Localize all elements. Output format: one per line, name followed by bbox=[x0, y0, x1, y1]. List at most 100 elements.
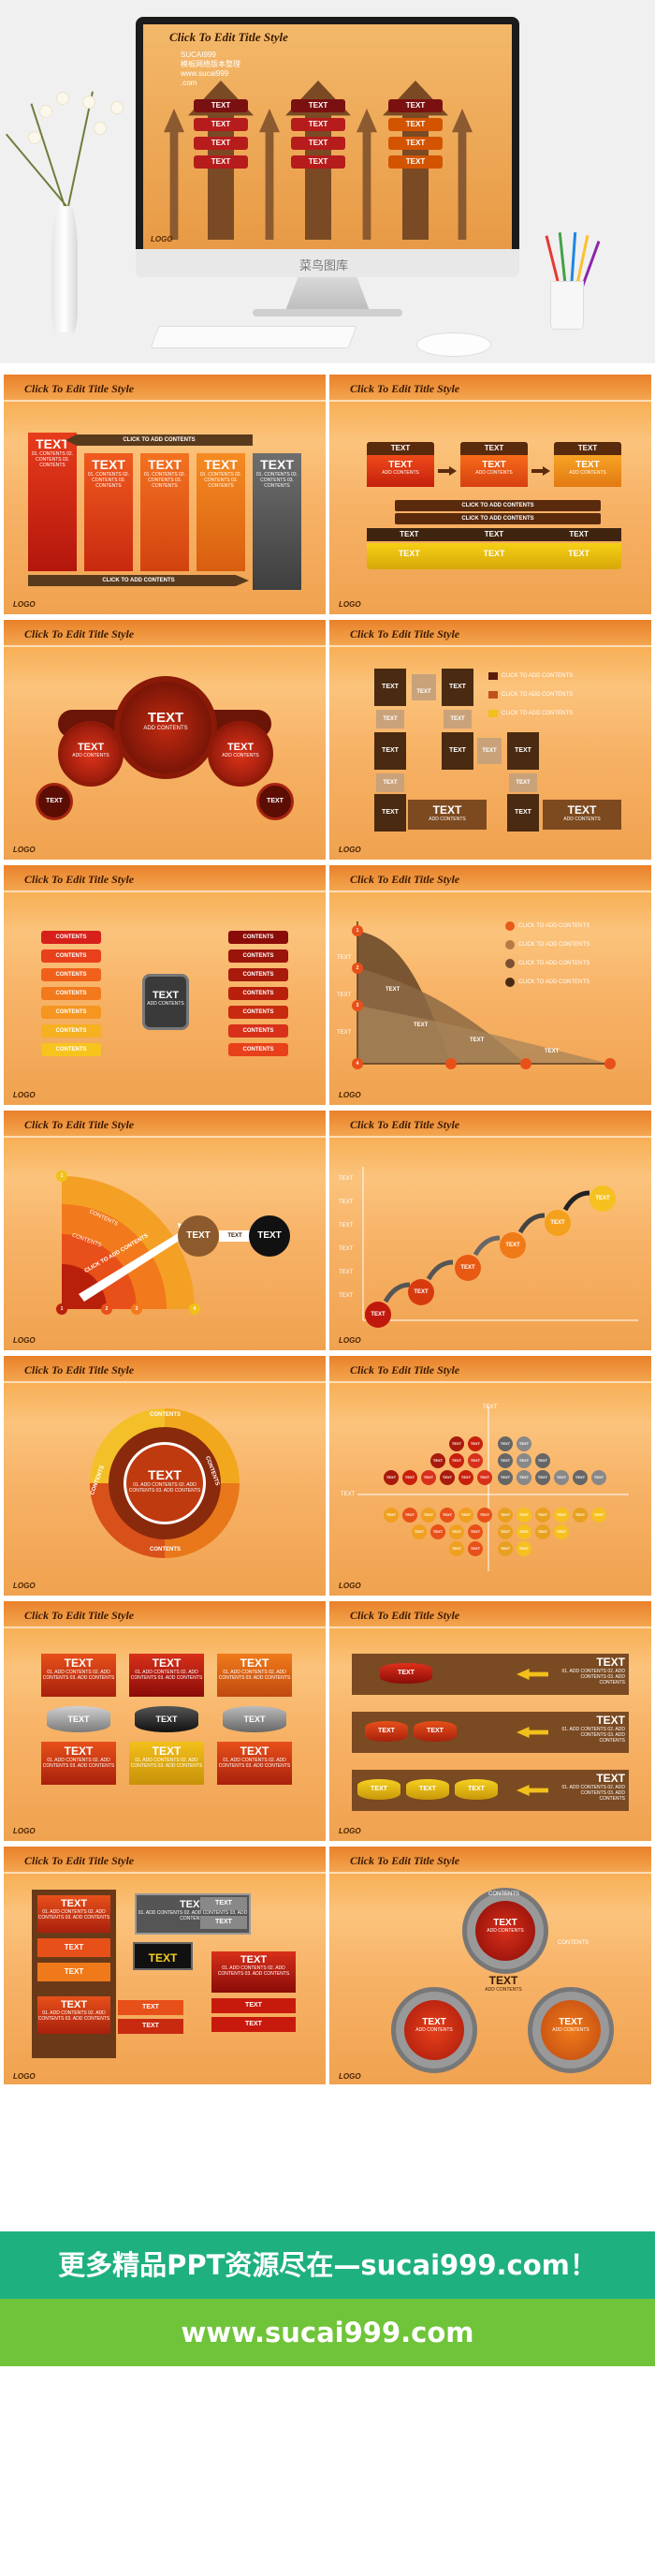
matrix-dot: TEXT bbox=[430, 1453, 445, 1468]
slide-thumbnail[interactable]: Click To Edit Title Style TEXT 01. ADD CO… bbox=[4, 1356, 326, 1596]
step-box: TEXT bbox=[374, 732, 406, 770]
matrix-dot: TEXT bbox=[498, 1470, 513, 1485]
step-box: TEXT bbox=[507, 794, 539, 832]
circle-sub: ADD CONTENTS bbox=[143, 726, 188, 731]
small-circle: TEXT bbox=[36, 783, 73, 820]
circle-caption: CONTENTS bbox=[488, 1892, 519, 1897]
keyboard bbox=[150, 326, 357, 348]
flower bbox=[56, 92, 69, 105]
slide-title: Click To Edit Title Style bbox=[350, 382, 460, 395]
flower-stem bbox=[30, 103, 66, 207]
area-label: TEXT bbox=[470, 1038, 485, 1043]
box-sub: 01. ADD CONTENTS 02. ADD CONTENTS 03. AD… bbox=[42, 1670, 115, 1681]
step-arrow: TEXT bbox=[376, 710, 404, 729]
cyl-top-box: TEXT 01. ADD CONTENTS 02. ADD CONTENTS 03… bbox=[41, 1654, 116, 1697]
slide-logo: LOGO bbox=[13, 846, 36, 854]
slide-thumbnail[interactable]: Click To Edit Title Style TEXT ADD CONTEN… bbox=[4, 620, 326, 860]
slide-thumbnail[interactable]: Click To Edit Title Style TEXT ADD CONTEN… bbox=[329, 1847, 651, 2086]
legend-label: CLICK TO ADD CONTENTS bbox=[502, 692, 574, 698]
slide-thumbnail[interactable]: Click To Edit Title Style TEXT 01. CONTEN… bbox=[4, 375, 326, 614]
pencil-cup bbox=[550, 281, 584, 330]
shelf-sub: 01. ADD CONTENTS 02. ADD CONTENTS 03. AD… bbox=[561, 1727, 625, 1744]
slide-thumbnail[interactable]: Click To Edit Title Style TEXT TEXT TEXT… bbox=[329, 375, 651, 614]
monitor-stand bbox=[285, 277, 370, 311]
fan-node: 2 bbox=[101, 1303, 112, 1315]
logo-text: LOGO bbox=[13, 1827, 36, 1835]
cylinder: TEXT bbox=[223, 1706, 286, 1732]
promo-banner[interactable]: 更多精品PPT资源尽在—sucai999.com！ bbox=[0, 2231, 655, 2299]
axis-node: 1 bbox=[352, 925, 363, 936]
slide-logo: LOGO bbox=[339, 1336, 361, 1345]
center-text-block: TEXT ADD CONTENTS bbox=[142, 974, 189, 1030]
flow-header: TEXT bbox=[460, 442, 528, 455]
growth-node: TEXT bbox=[545, 1210, 571, 1236]
box-sub: 01. ADD CONTENTS 02. ADD CONTENTS 03. AD… bbox=[218, 1758, 291, 1769]
slide-thumbnail[interactable]: Click To Edit Title Style TEXT 01. ADD CO… bbox=[4, 1601, 326, 1841]
matrix-dot: TEXT bbox=[468, 1541, 483, 1556]
shelf-cylinder: TEXT bbox=[406, 1779, 449, 1800]
axis-node: 3 bbox=[352, 1000, 363, 1011]
matrix-dot: TEXT bbox=[402, 1470, 417, 1485]
area-shape bbox=[357, 1006, 610, 1064]
slide-thumbnail[interactable]: Click To Edit Title Style 1 2 3 4 TEXT T… bbox=[329, 865, 651, 1105]
flow-sub: ADD CONTENTS bbox=[382, 470, 419, 476]
grid-sub: 01. ADD CONTENTS 02. ADD CONTENTS 03. AD… bbox=[37, 2010, 110, 2022]
grid-label: TEXT bbox=[60, 1898, 88, 1909]
area-diagram bbox=[357, 921, 615, 1065]
hero-slide-title: Click To Edit Title Style bbox=[169, 30, 288, 44]
slide-logo: LOGO bbox=[339, 1582, 361, 1590]
axis-node: 4 bbox=[352, 1058, 363, 1069]
slide-thumbnail[interactable]: Click To Edit Title Style TEXT TEXT TEXT… bbox=[329, 620, 651, 860]
contents-pill: CONTENTS bbox=[41, 968, 101, 981]
matrix-dot: TEXT bbox=[535, 1453, 550, 1468]
slide-logo: LOGO bbox=[339, 1827, 361, 1835]
slide-thumbnail[interactable]: Click To Edit Title Style TEXT 01. ADD CO… bbox=[4, 1847, 326, 2086]
yellow-cell: TEXT bbox=[568, 549, 590, 558]
grid-box: TEXT bbox=[118, 2000, 183, 2015]
curve-arrow bbox=[562, 1190, 590, 1212]
slide-title: Click To Edit Title Style bbox=[24, 627, 135, 640]
wide-sub: ADD CONTENTS bbox=[563, 817, 601, 822]
slide-thumbnail[interactable]: Click To Edit Title Style CLICK TO ADD C… bbox=[4, 1111, 326, 1350]
box-label: TEXT bbox=[64, 1744, 94, 1758]
hero-text-box: TEXT bbox=[388, 137, 443, 150]
grid-sub: 01. ADD CONTENTS 02. ADD CONTENTS 03. AD… bbox=[37, 1909, 110, 1921]
flower-stem bbox=[5, 133, 67, 207]
slide-thumbnail[interactable]: Click To Edit Title Style TEXT TEXT LOGO… bbox=[329, 1356, 651, 1596]
url-banner[interactable]: www.sucai999.com bbox=[0, 2299, 655, 2366]
legend-label: CLICK TO ADD CONTENTS bbox=[518, 961, 590, 966]
slide-thumbnail[interactable]: Click To Edit Title Style TEXT ADD CONTEN… bbox=[4, 865, 326, 1105]
step-wide-box: TEXT ADD CONTENTS bbox=[408, 800, 487, 830]
circle-label: TEXT bbox=[77, 742, 105, 753]
fan-node: 1 bbox=[56, 1303, 67, 1315]
hero-showcase: Click To Edit Title Style SUCAI999 模板网络版… bbox=[0, 0, 655, 363]
growth-node: TEXT bbox=[455, 1255, 481, 1281]
flow-label: TEXT bbox=[575, 460, 600, 470]
inner-circle: TEXT ADD CONTENTS bbox=[404, 2000, 464, 2060]
logo-text: LOGO bbox=[339, 1827, 361, 1835]
legend-label: CLICK TO ADD CONTENTS bbox=[502, 673, 574, 679]
side-circle: TEXT ADD CONTENTS bbox=[208, 721, 273, 787]
slide-thumbnail[interactable]: Click To Edit Title Style TEXT TEXT TEXT… bbox=[329, 1601, 651, 1841]
legend-swatch bbox=[488, 672, 498, 680]
text-bar: TEXT 01. CONTENTS 02. CONTENTS 03. CONTEN… bbox=[253, 453, 301, 590]
vase bbox=[51, 201, 78, 332]
cyl-top-box: TEXT 01. ADD CONTENTS 02. ADD CONTENTS 03… bbox=[217, 1654, 292, 1697]
contents-pill: CONTENTS bbox=[41, 1006, 101, 1019]
cyl-bottom-box: TEXT 01. ADD CONTENTS 02. ADD CONTENTS 03… bbox=[41, 1742, 116, 1785]
slide-thumbnail[interactable]: Click To Edit Title Style TEXT TEXT TEXT… bbox=[329, 1111, 651, 1350]
curve-arrow bbox=[426, 1259, 454, 1281]
center-label: TEXT bbox=[488, 1974, 518, 1987]
slide-logo: LOGO bbox=[339, 846, 361, 854]
circle-label: TEXT bbox=[422, 2017, 446, 2027]
matrix-dot: TEXT bbox=[498, 1541, 513, 1556]
bar-label: TEXT bbox=[92, 457, 125, 472]
matrix-dot: TEXT bbox=[554, 1470, 569, 1485]
legend-dot bbox=[505, 921, 515, 931]
hero-text-box: TEXT bbox=[194, 118, 248, 131]
axis-node bbox=[445, 1058, 457, 1069]
shelf-label: TEXT bbox=[596, 1772, 625, 1785]
matrix-dot: TEXT bbox=[498, 1524, 513, 1539]
slide-title: Click To Edit Title Style bbox=[24, 1854, 135, 1867]
shelf-label: TEXT bbox=[596, 1714, 625, 1727]
